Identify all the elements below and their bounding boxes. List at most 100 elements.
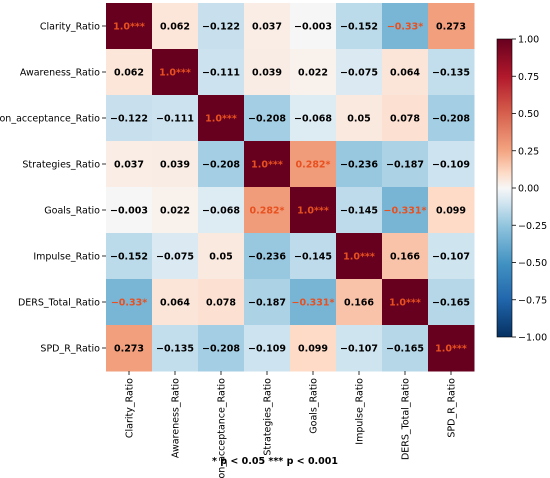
cell-value-label: 0.062	[114, 68, 144, 79]
colorbar-tick-label: −1.00	[518, 333, 547, 344]
cell-value-label: 0.282*	[249, 206, 284, 217]
cell-value-label: 0.166	[344, 298, 374, 309]
y-tick-label: Awareness_Ratio	[20, 68, 100, 79]
heatmap-cell	[244, 49, 291, 96]
cell-value-label: −0.236	[340, 160, 378, 171]
cell-value-label: −0.068	[294, 114, 332, 125]
cell-value-label: −0.107	[432, 252, 470, 263]
heatmap-cell	[428, 49, 475, 96]
cell-value-label: −0.135	[156, 344, 194, 355]
cell-value-label: −0.331*	[384, 206, 427, 217]
heatmap-cell	[244, 325, 291, 372]
cell-value-label: −0.122	[202, 22, 240, 33]
heatmap-cell	[106, 233, 153, 280]
colorbar-tick-label: −0.50	[518, 258, 547, 269]
x-tick-label: Clarity_Ratio	[125, 378, 136, 438]
y-tick-label: Strategies_Ratio	[22, 160, 100, 171]
cell-value-label: 0.078	[390, 114, 420, 125]
cell-value-label: −0.208	[202, 160, 240, 171]
cell-value-label: 0.039	[252, 68, 282, 79]
heatmap-cell	[152, 49, 199, 96]
cell-value-label: −0.165	[386, 344, 424, 355]
cell-value-label: −0.152	[110, 252, 148, 263]
cell-value-label: −0.187	[248, 298, 286, 309]
cell-value-label: 0.062	[160, 22, 190, 33]
heatmap-cell	[290, 187, 337, 234]
colorbar-tick-label: 0.50	[518, 109, 539, 120]
heatmap-cell	[290, 3, 337, 50]
colorbar-tick-label: 0.00	[518, 184, 539, 195]
heatmap-cell	[382, 95, 429, 142]
cell-value-label: 0.078	[206, 298, 236, 309]
cell-value-label: −0.145	[340, 206, 378, 217]
cell-value-label: 0.282*	[295, 160, 330, 171]
y-tick-label: Goals_Ratio	[44, 206, 100, 217]
significance-footnote: * p < 0.05 *** p < 0.001	[211, 456, 339, 467]
heatmap-cell	[152, 3, 199, 50]
cell-value-label: −0.111	[202, 68, 240, 79]
heatmap-cell	[290, 141, 337, 188]
heatmap-cell	[198, 233, 245, 280]
heatmap-cell	[382, 325, 429, 372]
cell-value-label: −0.145	[294, 252, 332, 263]
colorbar-tick-label: 0.25	[518, 146, 539, 157]
heatmap-cell	[336, 325, 383, 372]
heatmap-cell	[382, 187, 429, 234]
heatmap-cell	[152, 141, 199, 188]
y-tick-label: Clarity_Ratio	[40, 22, 100, 33]
heatmap-cell	[244, 187, 291, 234]
heatmap-cell	[336, 279, 383, 326]
heatmap-cell	[152, 95, 199, 142]
heatmap-cell	[336, 187, 383, 234]
cell-value-label: −0.122	[110, 114, 148, 125]
heatmap-cell	[198, 325, 245, 372]
cell-value-label: −0.075	[156, 252, 194, 263]
x-tick-label: Non_acceptance_Ratio	[217, 378, 228, 478]
cell-value-label: −0.187	[386, 160, 424, 171]
heatmap-cell	[382, 3, 429, 50]
heatmap-cell	[152, 325, 199, 372]
y-tick-label: Impulse_Ratio	[33, 252, 100, 263]
heatmap-cell	[198, 49, 245, 96]
cell-value-label: 1.0***	[297, 206, 329, 217]
cell-value-label: 0.05	[209, 252, 232, 263]
heatmap-cell	[198, 3, 245, 50]
heatmap-cell	[152, 187, 199, 234]
colorbar-tick-label: −0.75	[518, 295, 547, 306]
heatmap-cell	[244, 95, 291, 142]
heatmap-cell	[290, 95, 337, 142]
colorbar-tick-label: 0.75	[518, 72, 539, 83]
cell-value-label: −0.236	[248, 252, 286, 263]
cell-value-label: 0.166	[390, 252, 420, 263]
cell-value-label: −0.068	[202, 206, 240, 217]
heatmap-cell	[106, 325, 153, 372]
cell-value-label: 1.0***	[159, 68, 191, 79]
cell-value-label: 1.0***	[205, 114, 237, 125]
y-tick-label: Non_acceptance_Ratio	[0, 114, 100, 125]
heatmap-cell	[106, 95, 153, 142]
cell-value-label: 0.05	[347, 114, 370, 125]
heatmap-cell	[428, 233, 475, 280]
cell-value-label: −0.107	[340, 344, 378, 355]
heatmap-cell	[428, 95, 475, 142]
cell-value-label: 0.037	[252, 22, 282, 33]
heatmap-cell	[244, 141, 291, 188]
heatmap-cell	[244, 3, 291, 50]
heatmap-cell	[106, 49, 153, 96]
cell-value-label: 0.039	[160, 160, 190, 171]
cell-value-label: −0.111	[156, 114, 194, 125]
heatmap-cell	[290, 233, 337, 280]
cell-value-label: −0.135	[432, 68, 470, 79]
x-tick-label: DERS_Total_Ratio	[401, 378, 412, 460]
y-tick-label: DERS_Total_Ratio	[18, 298, 100, 309]
heatmap-cell	[382, 49, 429, 96]
heatmap-cell	[336, 95, 383, 142]
heatmap-cell	[198, 95, 245, 142]
heatmap-cell	[382, 279, 429, 326]
cell-value-label: −0.075	[340, 68, 378, 79]
heatmap-cell	[106, 279, 153, 326]
cell-value-label: 0.064	[390, 68, 420, 79]
cell-value-label: −0.33*	[111, 298, 147, 309]
heatmap-cell	[106, 141, 153, 188]
